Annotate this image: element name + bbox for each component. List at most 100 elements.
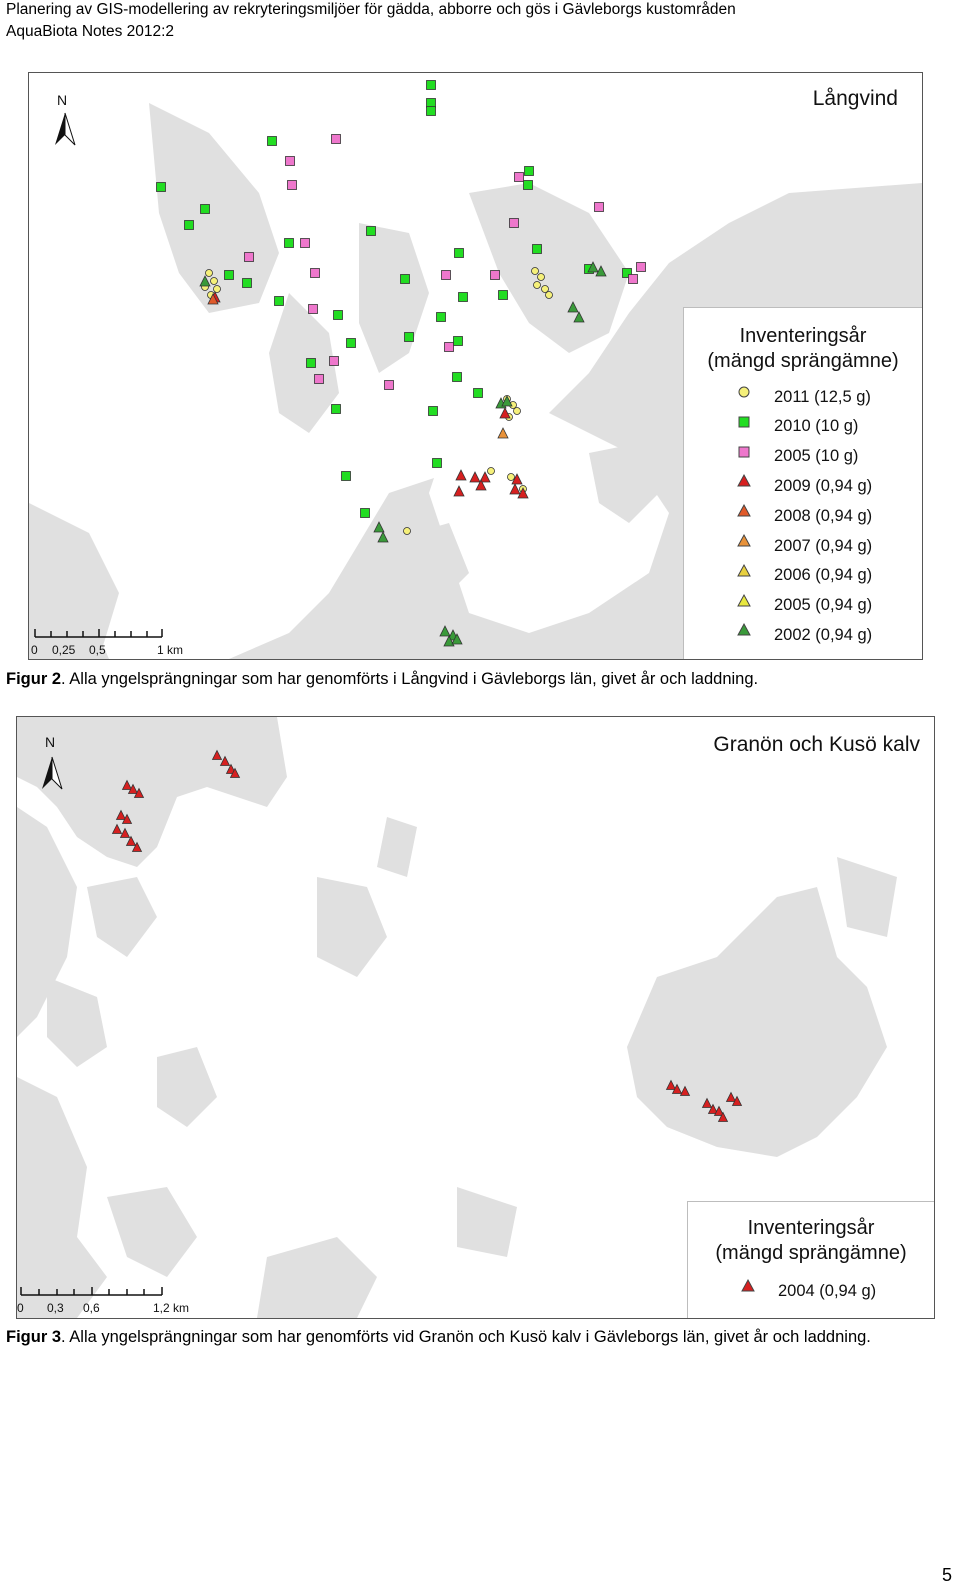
- legend-item: 2002 (0,94 g): [734, 620, 872, 650]
- blast-point-marker: [453, 485, 465, 497]
- blast-point-marker: [426, 106, 436, 116]
- blast-point-marker: [452, 372, 462, 382]
- blast-point-marker: [487, 467, 495, 475]
- legend-item: 2009 (0,94 g): [734, 471, 872, 501]
- langvind-map-canvas: N: [29, 73, 922, 659]
- blast-point-marker: [731, 1095, 743, 1106]
- scale-bar: [34, 629, 163, 638]
- blast-point-marker: [244, 252, 254, 262]
- blast-point-marker: [360, 508, 370, 518]
- blast-point-marker: [111, 823, 123, 834]
- legend-item-label: 2011 (12,5 g): [774, 387, 871, 406]
- blast-point-marker: [511, 473, 523, 485]
- blast-point-marker: [499, 407, 511, 419]
- blast-point-marker: [213, 285, 221, 293]
- legend-item-label: 2005 (0,94 g): [774, 596, 873, 615]
- document-header-series: AquaBiota Notes 2012:2: [6, 23, 175, 40]
- legend-item: 2005 (0,94 g): [734, 591, 872, 621]
- blast-point-marker: [285, 156, 295, 166]
- blast-point-marker: [127, 783, 139, 794]
- blast-point-marker: [671, 1083, 683, 1094]
- caption-text: . Alla yngelsprängningar som har genomfö…: [61, 670, 759, 688]
- triangle-symbol-icon: [734, 623, 754, 645]
- blast-point-marker: [713, 1105, 725, 1116]
- blast-point-marker: [679, 1085, 691, 1096]
- blast-point-marker: [587, 261, 599, 273]
- blast-point-marker: [567, 301, 579, 313]
- blast-point-marker: [545, 291, 553, 299]
- legend-granon: Inventeringsår (mängd sprängämne) 2004 (…: [687, 1201, 934, 1318]
- blast-point-marker: [532, 244, 542, 254]
- legend-title: Inventeringsår: [747, 1217, 875, 1239]
- legend-item-label: 2008 (0,94 g): [774, 506, 873, 525]
- blast-point-marker: [665, 1079, 677, 1090]
- blast-point-marker: [426, 80, 436, 90]
- legend-item: 2004 (0,94 g): [738, 1276, 876, 1306]
- blast-point-marker: [524, 166, 534, 176]
- scale-bar: [20, 1287, 163, 1296]
- legend-item: 2007 (0,94 g): [734, 531, 872, 561]
- blast-point-marker: [523, 180, 533, 190]
- triangle-symbol-icon: [734, 563, 754, 586]
- blast-points-granon: [111, 749, 743, 1122]
- blast-point-marker: [287, 180, 297, 190]
- blast-point-marker: [454, 248, 464, 258]
- scale-label-05: 0,5: [89, 643, 106, 657]
- blast-point-marker: [509, 483, 521, 495]
- blast-point-marker: [428, 406, 438, 416]
- blast-point-marker: [366, 226, 376, 236]
- blast-point-marker: [306, 358, 316, 368]
- blast-point-marker: [717, 1111, 729, 1122]
- figure-2-caption: Figur 2. Alla yngelsprängningar som har …: [6, 664, 946, 694]
- blast-point-marker: [595, 265, 607, 277]
- blast-point-marker: [373, 521, 385, 533]
- blast-point-marker: [308, 304, 318, 314]
- blast-point-marker: [211, 749, 223, 760]
- blast-point-marker: [404, 332, 414, 342]
- blast-point-marker: [205, 269, 213, 277]
- blast-point-marker: [284, 238, 294, 248]
- blast-point-marker: [224, 270, 234, 280]
- north-label: N: [57, 92, 67, 108]
- caption-text: . Alla yngelsprängningar som har genomfö…: [61, 1328, 871, 1346]
- legend-item: 2006 (0,94 g): [734, 561, 872, 591]
- blast-point-marker: [199, 275, 211, 287]
- map-title-langvind: Långvind: [812, 87, 898, 110]
- blast-point-marker: [455, 469, 467, 481]
- blast-point-marker: [479, 471, 491, 483]
- blast-point-marker: [432, 458, 442, 468]
- scale-label-025: 0,25: [52, 643, 76, 657]
- legend-title: Inventeringsår: [739, 325, 867, 347]
- legend-item: 2010 (10 g): [734, 412, 858, 442]
- triangle-symbol-icon: [738, 1278, 758, 1301]
- blast-point-marker: [207, 293, 219, 305]
- north-label: N: [45, 734, 55, 750]
- legend-item: 2011 (12,5 g): [734, 382, 871, 412]
- blast-point-marker: [156, 182, 166, 192]
- blast-point-marker: [628, 274, 638, 284]
- blast-point-marker: [133, 787, 145, 798]
- blast-point-marker: [403, 527, 411, 535]
- blast-point-marker: [346, 338, 356, 348]
- blast-point-marker: [498, 290, 508, 300]
- blast-point-marker: [537, 273, 545, 281]
- legend-item-label: 2009 (0,94 g): [774, 476, 873, 495]
- blast-point-marker: [274, 296, 284, 306]
- blast-point-marker: [517, 487, 529, 499]
- blast-point-marker: [475, 479, 487, 491]
- blast-point-marker: [242, 278, 252, 288]
- blast-point-marker: [531, 267, 539, 275]
- blast-point-marker: [443, 635, 455, 647]
- blast-point-marker: [701, 1097, 713, 1108]
- blast-point-marker: [725, 1091, 737, 1102]
- triangle-symbol-icon: [734, 474, 754, 496]
- blast-point-marker: [707, 1103, 719, 1114]
- blast-point-marker: [594, 202, 604, 212]
- blast-point-marker: [541, 285, 549, 293]
- legend-item-label: 2010 (10 g): [774, 417, 859, 436]
- map-title-granon: Granön och Kusö kalv: [713, 733, 920, 756]
- legend-item: 2008 (0,94 g): [734, 501, 872, 531]
- blast-point-marker: [119, 827, 131, 838]
- blast-point-marker: [453, 336, 463, 346]
- blast-point-marker: [333, 310, 343, 320]
